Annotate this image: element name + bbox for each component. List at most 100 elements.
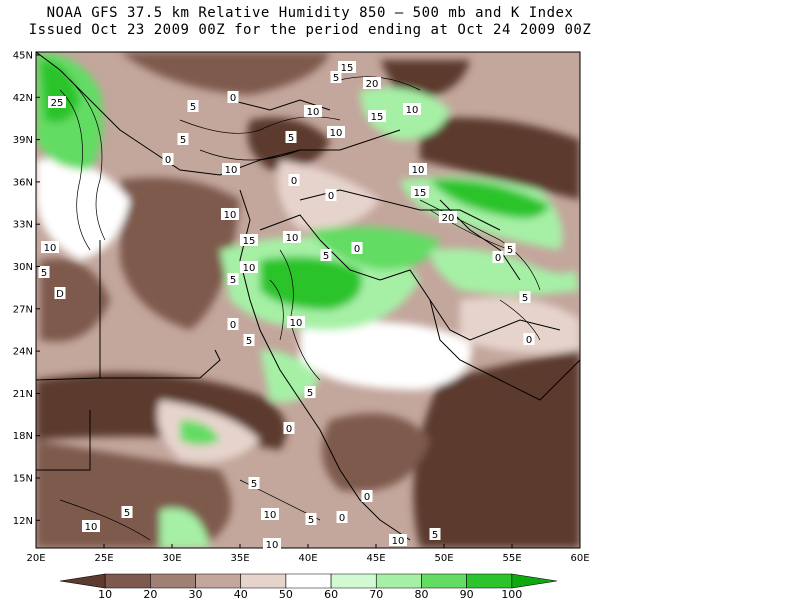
contour-label: 10 [392,536,405,547]
contour-label: 0 [354,244,360,255]
contour-label: 5 [333,73,339,84]
contour-label: 10 [406,105,419,116]
contour-label: 15 [341,63,354,74]
colorbar-label: 60 [324,588,338,600]
contour-label-box [327,126,345,138]
colorbar-segment [511,573,558,589]
contour-label: 0 [495,253,501,264]
colorbar-label: 100 [501,588,522,600]
latitude-label: 21N [13,389,33,400]
latitude-label: 15N [13,474,33,485]
contour-label: 5 [522,293,528,304]
colorbar-segment [330,573,377,589]
contour-label-box [187,100,199,112]
contour-label-box [304,105,322,117]
contour-label: 10 [330,128,343,139]
contour-label: 0 [286,424,292,435]
colorbar-label: 80 [414,588,428,600]
contour-label-box [177,133,189,145]
contour-label: 10 [412,165,425,176]
colorbar-segment [195,573,242,589]
colorbar-label: 50 [279,588,293,600]
contour-label: 0 [291,176,297,187]
longitude-label: 40E [298,553,317,564]
contour-label: 0 [339,513,345,524]
contour-label-box [54,287,66,299]
contour-label: 10 [85,522,98,533]
humidity-field [36,52,580,548]
contour-label-box [240,234,258,246]
colorbar-label: 90 [460,588,474,600]
latitude-label: 24N [13,347,33,358]
latitude-label: 39N [13,135,33,146]
contour-label-box [325,189,337,201]
latitude-label: 12N [13,516,33,527]
contour-label-box [227,91,239,103]
latitude-label: 33N [13,220,33,231]
latitude-label: 27N [13,304,33,315]
contour-label-box [38,266,50,278]
longitude-label: 25E [94,553,113,564]
contour-label-box [227,318,239,330]
contour-label: 20 [366,79,379,90]
chart-subtitle: Issued Oct 23 2009 00Z for the period en… [28,22,592,38]
contour-label-box [519,291,531,303]
colorbar-segment [466,573,513,589]
colorbar-segment [240,573,287,589]
contour-label: 10 [290,318,303,329]
contour-label-box [248,477,260,489]
contour-label: 10 [266,540,279,551]
contour-label-box [41,241,59,253]
contour-label-box [389,534,407,546]
contour-label-box [330,71,342,83]
colorbar-segment [421,573,467,589]
colorbar-label: 20 [143,588,157,600]
contour-label-box [304,386,316,398]
contour-label: 0 [526,335,532,346]
contour-label-box [263,538,281,550]
longitude-label: 55E [502,553,521,564]
contour-label-box [351,242,363,254]
contour-label-box [409,163,427,175]
contour-label: 25 [51,98,64,109]
latitude-label: 45N [13,51,33,62]
contour-label-box [523,333,535,345]
contour-label-box [411,186,429,198]
contour-label-box [336,511,348,523]
contour-label-box [403,103,421,115]
contour-label-box [222,163,240,175]
latitude-labels: 45N 42N 39N 36N 33N 30N 27N 24N 21N 18N 15N 12N [13,51,40,527]
contour-label-box [285,131,297,143]
colorbar-label: 30 [189,588,203,600]
longitude-label: 60E [570,553,589,564]
contour-label: 0 [328,191,334,202]
longitude-labels: 20E 25E 30E 35E 40E 45E 50E 55E 60E [26,544,590,564]
longitude-label: 20E [26,553,45,564]
contour-label-box [504,243,516,255]
latitude-label: 36N [13,177,33,188]
latitude-label: 18N [13,431,33,442]
contour-label-box [221,208,239,220]
longitude-label: 50E [434,553,453,564]
contour-label: 10 [264,510,277,521]
contour-label: 5 [180,135,186,146]
longitude-label: 45E [366,553,385,564]
contour-label: 5 [308,515,314,526]
contour-label-box [439,211,457,223]
contour-label: 10 [225,165,238,176]
colorbar-segment [59,573,106,589]
colorbar-segment [150,573,196,589]
contour-label-box [121,506,133,518]
contour-label-box [162,153,174,165]
longitude-label: 30E [162,553,181,564]
latitude-label: 42N [13,93,33,104]
contour-label-box [283,231,301,243]
contour-label: 0 [230,93,236,104]
contour-label-box [48,96,66,108]
contour-label: D [56,289,64,300]
contour-label-box [363,77,381,89]
contour-label-box [368,110,386,122]
colorbar-label: 70 [369,588,383,600]
contour-label: 5 [288,133,294,144]
contour-label: 15 [414,188,427,199]
